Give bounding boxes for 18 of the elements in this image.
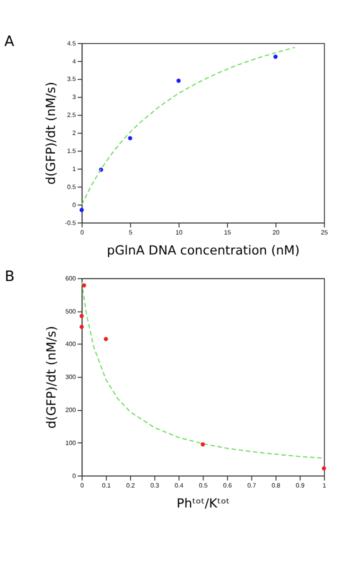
line-series — [81, 280, 324, 459]
point — [273, 54, 278, 59]
point — [128, 136, 132, 140]
point — [82, 283, 86, 288]
point — [322, 466, 326, 470]
point — [176, 78, 181, 83]
point — [200, 442, 205, 446]
point — [80, 314, 84, 318]
chart-title: A — [4, 34, 14, 50]
point — [80, 324, 84, 329]
line-series — [81, 46, 296, 206]
y-axis-title: d(GFP)/dt (nM/s) — [43, 326, 58, 429]
point — [80, 208, 84, 212]
chart-title: B — [4, 268, 15, 285]
point — [104, 336, 108, 342]
x-axis-title: Phᵗᵒᵗ/Kᵗᵒᵗ — [176, 495, 230, 510]
x-axis-title: pGlnA DNA concentration (nM) — [106, 242, 300, 258]
y-axis-title: d(GFP)/dt (nM/s) — [43, 82, 58, 185]
